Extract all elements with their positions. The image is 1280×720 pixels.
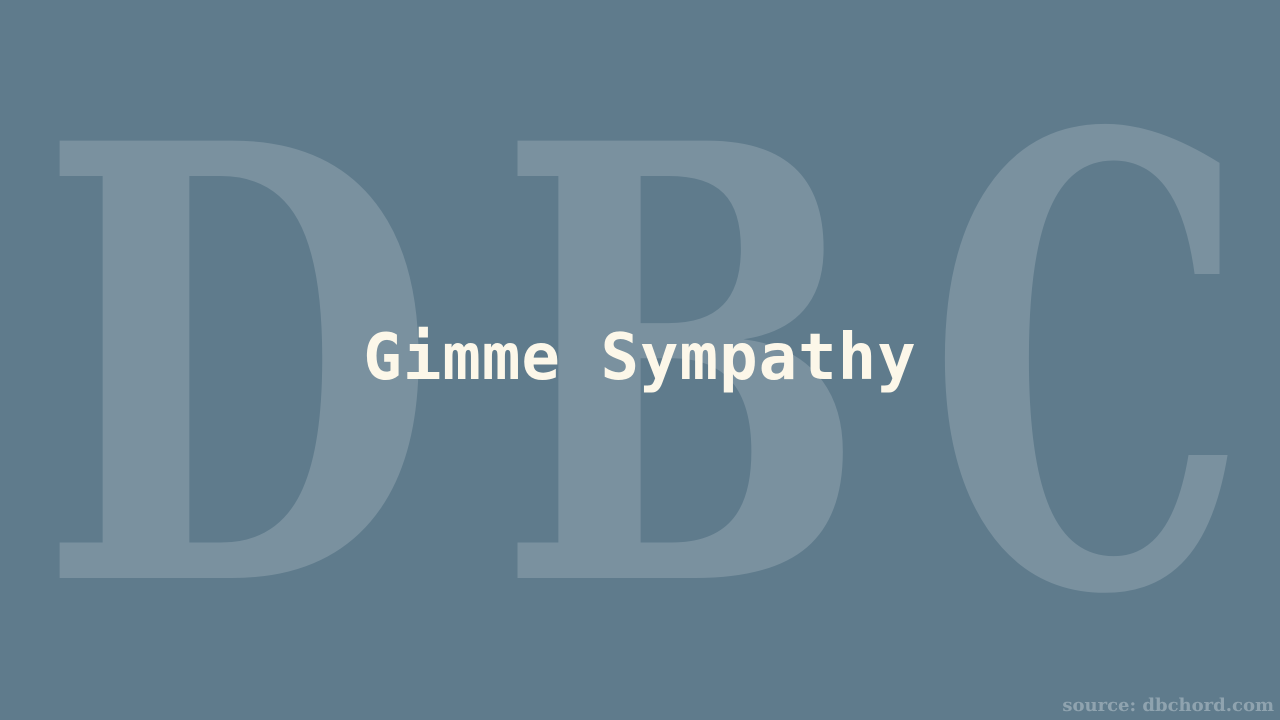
song-title: Gimme Sympathy <box>363 321 917 395</box>
watermark-letter-b: B <box>497 15 867 720</box>
watermark-letter-d: D <box>38 15 438 720</box>
watermark-letter-c: C <box>928 3 1248 720</box>
source-credit: source: dbchord.com <box>1062 695 1274 716</box>
